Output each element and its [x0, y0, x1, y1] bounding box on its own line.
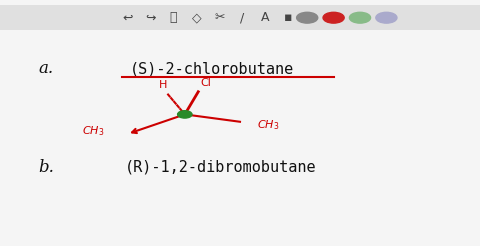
Text: $CH_3$: $CH_3$	[257, 118, 279, 132]
Text: ↩: ↩	[122, 11, 132, 24]
Text: b.: b.	[38, 159, 54, 176]
Text: ⌖: ⌖	[169, 11, 177, 24]
Text: ✂: ✂	[214, 11, 225, 24]
Text: ▪: ▪	[284, 11, 293, 24]
FancyBboxPatch shape	[0, 5, 480, 30]
Text: $CH_3$: $CH_3$	[83, 124, 105, 138]
Text: (S)-2-chlorobutane: (S)-2-chlorobutane	[130, 62, 294, 76]
Text: A: A	[261, 11, 270, 24]
Circle shape	[376, 12, 397, 23]
Text: ↪: ↪	[145, 11, 156, 24]
Circle shape	[323, 12, 344, 23]
Text: (R)-1,2-dibromobutane: (R)-1,2-dibromobutane	[125, 160, 316, 175]
Circle shape	[297, 12, 318, 23]
Text: /: /	[240, 11, 244, 24]
Text: H: H	[158, 80, 167, 90]
Circle shape	[178, 111, 192, 118]
Text: ◇: ◇	[192, 11, 201, 24]
Text: Cl: Cl	[200, 78, 211, 88]
Text: a.: a.	[38, 60, 54, 77]
Circle shape	[349, 12, 371, 23]
